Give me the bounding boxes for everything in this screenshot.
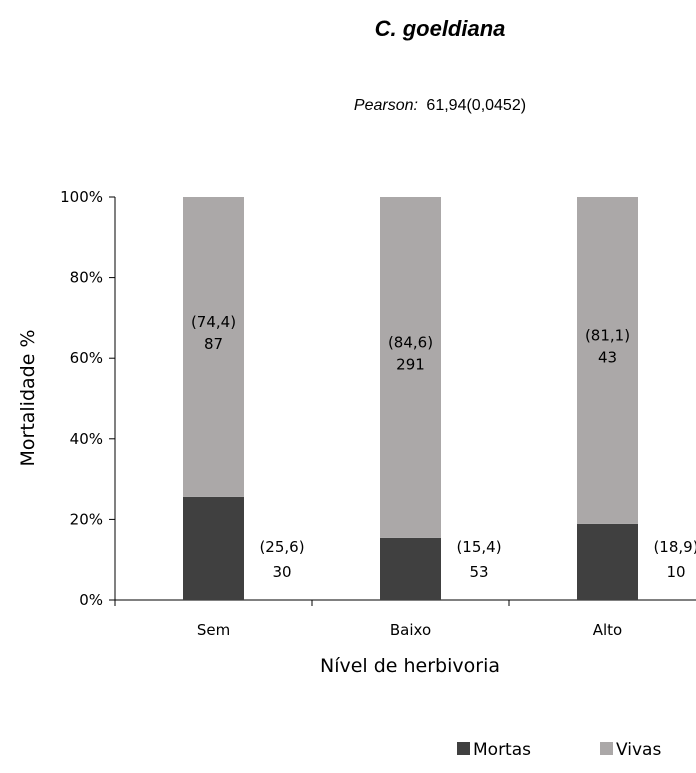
bar-mortas (183, 496, 244, 600)
x-tick-label: Baixo (390, 621, 431, 639)
y-tick-label: 0% (79, 591, 103, 609)
data-label-vivas-count: 43 (598, 348, 617, 366)
subtitle-label: Pearson: (354, 97, 418, 114)
y-tick-label: 20% (70, 510, 103, 528)
x-tick-label: Alto (593, 621, 623, 639)
legend-swatch (457, 742, 470, 755)
data-label-vivas-count: 291 (396, 355, 425, 373)
bar-vivas (577, 197, 638, 524)
data-label-mortas-pct: (25,6) (259, 538, 304, 556)
data-label-mortas-pct: (18,9) (653, 538, 696, 556)
chart-title: C. goeldiana (375, 16, 506, 41)
y-tick-label: 100% (60, 188, 103, 206)
data-label-vivas-pct: (84,6) (388, 333, 433, 351)
y-axis-title: Mortalidade % (17, 329, 39, 466)
y-tick-label: 40% (70, 430, 103, 448)
legend-label: Vivas (616, 740, 661, 760)
x-axis-title: Nível de herbivoria (320, 655, 500, 677)
bar-mortas (577, 523, 638, 600)
subtitle-value: 61,94(0,0452) (426, 97, 526, 114)
legend-swatch (600, 742, 613, 755)
x-tick-label: Sem (197, 621, 230, 639)
bar-mortas (380, 537, 441, 600)
y-tick-label: 60% (70, 349, 103, 367)
data-label-vivas-pct: (81,1) (585, 326, 630, 344)
data-label-vivas-count: 87 (204, 335, 223, 353)
bar-vivas (183, 197, 244, 497)
y-tick-label: 80% (70, 269, 103, 287)
legend: Mortas Vivas (457, 740, 661, 760)
chart-subtitle: Pearson: 61,94(0,0452) (354, 97, 526, 114)
data-label-mortas-pct: (15,4) (456, 538, 501, 556)
data-label-mortas-count: 53 (469, 563, 488, 581)
data-label-mortas-count: 30 (272, 563, 291, 581)
bar-vivas (380, 197, 441, 538)
legend-label: Mortas (473, 740, 531, 760)
plot-area: 0% 20% 40% 60% 80% 100% (74,4) 87 (25,6) 30 Sem (84… (60, 188, 696, 639)
data-label-vivas-pct: (74,4) (191, 313, 236, 331)
data-label-mortas-count: 10 (666, 563, 685, 581)
